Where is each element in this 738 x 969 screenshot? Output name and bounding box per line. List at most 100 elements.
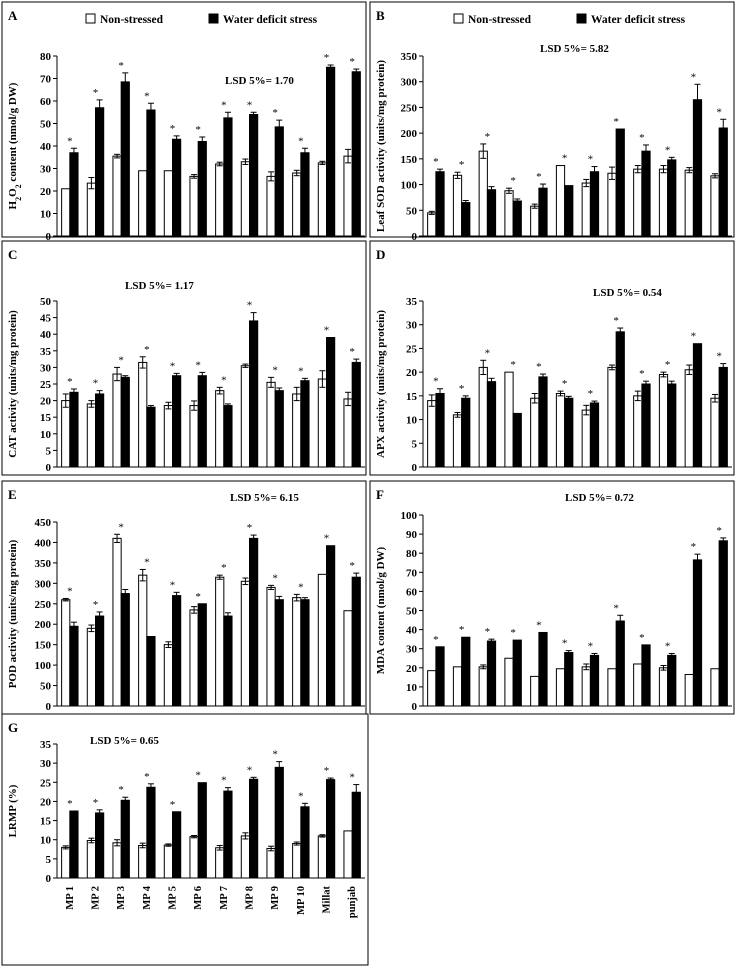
- significance-asterisk: *: [298, 581, 304, 593]
- error-bar-non-stressed: [293, 841, 300, 846]
- bar-water-deficit: [351, 791, 361, 879]
- bar-water-deficit: [95, 812, 105, 879]
- bar-water-deficit: [615, 331, 625, 468]
- error-bar-water-deficit: [96, 99, 103, 117]
- significance-asterisk: *: [93, 599, 99, 611]
- error-bar-water-deficit: [565, 650, 572, 655]
- error-bar-non-stressed: [62, 393, 69, 408]
- bar-water-deficit: [172, 375, 182, 468]
- bar-non-stressed: [427, 670, 437, 707]
- error-bar-water-deficit: [565, 395, 572, 401]
- error-bar-water-deficit: [199, 136, 206, 147]
- error-bar-non-stressed: [583, 178, 590, 188]
- error-bar-non-stressed: [165, 401, 172, 410]
- error-bar-water-deficit: [353, 784, 360, 801]
- legend-swatch-water-deficit: [576, 13, 587, 24]
- bar-water-deficit: [326, 337, 336, 468]
- error-bar-water-deficit: [276, 387, 283, 394]
- bar-water-deficit: [146, 635, 156, 707]
- error-bar-non-stressed: [480, 143, 487, 159]
- bar-water-deficit: [435, 646, 445, 707]
- error-bar-water-deficit: [147, 783, 154, 792]
- lsd-label: LSD 5%= 0.72: [565, 492, 634, 504]
- bar-non-stressed: [317, 573, 327, 707]
- bar-non-stressed: [61, 188, 71, 237]
- error-bar-water-deficit: [250, 111, 257, 118]
- error-bar-water-deficit: [224, 612, 231, 620]
- error-bar-non-stressed: [191, 174, 198, 179]
- significance-asterisk: *: [665, 640, 671, 652]
- significance-asterisk: *: [588, 640, 594, 652]
- error-bar-water-deficit: [327, 64, 334, 70]
- bar-water-deficit: [249, 320, 259, 468]
- legend-label-water-deficit: Water deficit stress: [591, 14, 686, 26]
- significance-asterisk: *: [349, 560, 355, 572]
- bar-non-stressed: [343, 830, 353, 879]
- panel-letter: C: [8, 247, 17, 262]
- x-category-label: MP 5: [168, 886, 179, 910]
- panel-frame: [369, 480, 735, 715]
- significance-asterisk: *: [144, 556, 150, 568]
- significance-asterisk: *: [485, 131, 491, 143]
- bar-non-stressed: [317, 835, 327, 879]
- significance-asterisk: *: [195, 359, 201, 371]
- error-bar-water-deficit: [173, 135, 180, 144]
- error-bar-water-deficit: [122, 588, 129, 599]
- significance-asterisk: *: [562, 638, 568, 650]
- bar-non-stressed: [555, 392, 566, 468]
- error-bar-water-deficit: [436, 388, 443, 399]
- significance-asterisk: *: [67, 585, 73, 597]
- error-bar-water-deficit: [70, 621, 77, 631]
- error-bar-water-deficit: [694, 553, 701, 567]
- y-tick-label: 200: [35, 619, 52, 631]
- legend-label-non-stressed: Non-stressed: [468, 14, 532, 26]
- bar-water-deficit: [326, 545, 336, 707]
- significance-asterisk: *: [349, 346, 355, 358]
- error-bar-non-stressed: [712, 173, 719, 179]
- significance-asterisk: *: [144, 90, 150, 102]
- error-bar-non-stressed: [293, 169, 300, 177]
- bar-non-stressed: [710, 175, 720, 237]
- y-tick-label: 20: [40, 796, 52, 808]
- y-tick-label: 90: [406, 529, 418, 541]
- significance-asterisk: *: [716, 351, 722, 363]
- panel-C: C 0 5 10 15 20 25 30 35 40 45 50 CAT activity (units…: [1, 240, 367, 476]
- bar-water-deficit: [435, 171, 445, 237]
- error-bar-non-stressed: [660, 371, 667, 378]
- significance-asterisk: *: [170, 579, 176, 591]
- error-bar-water-deficit: [250, 312, 257, 330]
- panel-frame: [369, 240, 735, 476]
- y-tick-label: 10: [406, 682, 418, 694]
- significance-asterisk: *: [691, 71, 697, 83]
- bar-water-deficit: [641, 644, 651, 707]
- y-tick-label: 20: [406, 367, 418, 379]
- bar-water-deficit: [300, 599, 310, 707]
- bar-non-stressed: [684, 169, 694, 237]
- y-tick-label: 25: [40, 379, 52, 391]
- bar-water-deficit: [564, 185, 574, 237]
- panel-G: G 0 5 10 15 20 25 30 35 LRMP (%) LSD 5%= 0.65 * MP 1…: [1, 713, 369, 966]
- significance-asterisk: *: [298, 365, 304, 377]
- y-tick-label: 25: [40, 777, 52, 789]
- error-bar-water-deficit: [147, 405, 154, 410]
- bar-water-deficit: [274, 599, 284, 707]
- y-tick-label: 0: [46, 231, 52, 243]
- bar-water-deficit: [692, 343, 703, 468]
- bar-non-stressed: [112, 537, 122, 707]
- y-tick-label: 5: [46, 445, 52, 457]
- legend-swatch-water-deficit: [208, 13, 219, 24]
- error-bar-non-stressed: [428, 210, 435, 215]
- error-bar-water-deficit: [122, 796, 129, 804]
- bar-non-stressed: [607, 172, 617, 237]
- y-tick-label: 50: [40, 296, 52, 308]
- significance-asterisk: *: [118, 354, 124, 366]
- error-bar-non-stressed: [268, 845, 275, 852]
- error-bar-non-stressed: [88, 400, 95, 408]
- bar-non-stressed: [607, 668, 617, 707]
- error-bar-water-deficit: [694, 83, 701, 116]
- bar-water-deficit: [589, 654, 600, 707]
- bar-water-deficit: [351, 361, 361, 468]
- error-bar-non-stressed: [531, 203, 538, 209]
- bar-water-deficit: [326, 66, 336, 237]
- bar-non-stressed: [607, 366, 617, 468]
